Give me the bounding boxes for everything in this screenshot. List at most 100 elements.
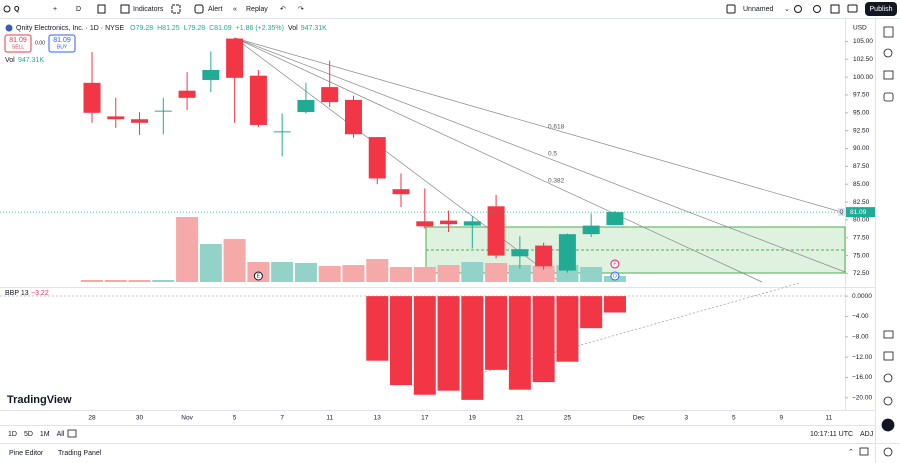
x-tick-label: 19 bbox=[469, 415, 477, 422]
logo[interactable]: TradingView bbox=[7, 394, 72, 406]
timer-icon[interactable] bbox=[883, 373, 893, 383]
panel-tab[interactable]: Trading Panel bbox=[58, 450, 102, 457]
candle-body bbox=[511, 249, 529, 257]
layout-checkbox[interactable] bbox=[726, 4, 736, 14]
trend-line bbox=[484, 282, 801, 373]
layout-name[interactable]: Unnamed bbox=[743, 6, 773, 13]
x-tick-label: 5 bbox=[732, 415, 736, 422]
add-symbol[interactable]: + bbox=[53, 6, 57, 13]
ohlc-value: C81.09 bbox=[209, 25, 232, 32]
chart-type-icon[interactable] bbox=[97, 4, 106, 14]
symbol-title[interactable]: Qnity Electronics, Inc. · 1D · NYSE bbox=[16, 25, 124, 32]
volume-bar bbox=[342, 265, 365, 282]
range-button[interactable]: 5D bbox=[24, 431, 33, 438]
y-tick-label: 82.50 bbox=[853, 199, 870, 206]
sell-button[interactable] bbox=[4, 34, 32, 53]
y-tick-label: 72.50 bbox=[853, 270, 870, 277]
snapshot[interactable] bbox=[847, 4, 858, 13]
layers-icon[interactable] bbox=[883, 70, 894, 80]
x-tick-label: 30 bbox=[136, 415, 144, 422]
event-label[interactable]: F bbox=[613, 261, 616, 267]
event-marker[interactable] bbox=[610, 259, 620, 269]
goto-date[interactable] bbox=[67, 429, 77, 438]
adj[interactable]: ADJ bbox=[860, 431, 873, 438]
bbp-bar bbox=[485, 296, 508, 370]
candle-body bbox=[107, 116, 125, 120]
fullscreen[interactable] bbox=[830, 4, 840, 14]
sell-label[interactable]: SELL bbox=[12, 44, 24, 50]
candle-body bbox=[535, 245, 553, 267]
event-label[interactable]: D bbox=[613, 273, 617, 279]
symbol-search[interactable]: Q bbox=[14, 6, 20, 13]
chat-icon[interactable] bbox=[883, 92, 894, 102]
panel-tab[interactable]: Pine Editor bbox=[9, 450, 44, 457]
publish-button[interactable] bbox=[865, 2, 897, 16]
undo[interactable]: ↶ bbox=[280, 6, 286, 13]
candle-body bbox=[131, 119, 149, 123]
y2-tick-label: 0.0000 bbox=[852, 293, 872, 300]
fan-line bbox=[234, 37, 763, 283]
collapse[interactable]: ⌃ bbox=[848, 448, 854, 456]
x-tick-label: 25 bbox=[564, 415, 572, 422]
apps-icon[interactable] bbox=[881, 418, 895, 432]
bbp-bar bbox=[366, 296, 389, 361]
ohlc-value: +1.86 (+2.35%) bbox=[236, 25, 284, 32]
search-icon[interactable] bbox=[3, 5, 11, 13]
alert-icon[interactable] bbox=[194, 4, 204, 14]
volume-row-label: Vol bbox=[5, 57, 15, 64]
candle-body bbox=[154, 110, 172, 112]
calendar-icon[interactable] bbox=[883, 330, 894, 339]
redo[interactable]: ↷ bbox=[298, 6, 304, 13]
indicators-icon[interactable] bbox=[120, 4, 130, 14]
x-tick-label: Nov bbox=[181, 415, 193, 422]
price-label: 81.09 bbox=[850, 209, 867, 216]
x-tick-label: 21 bbox=[516, 415, 524, 422]
alerts-icon[interactable] bbox=[883, 48, 893, 58]
candle-body bbox=[202, 69, 220, 80]
watchlist-icon[interactable] bbox=[883, 26, 894, 38]
buy-label[interactable]: BUY bbox=[57, 44, 68, 50]
range-button[interactable]: 1D bbox=[8, 431, 17, 438]
replay-button[interactable]: Replay bbox=[246, 6, 268, 13]
interval[interactable]: D bbox=[76, 6, 81, 13]
notify-icon[interactable] bbox=[883, 396, 893, 406]
templates-icon[interactable] bbox=[171, 4, 181, 14]
candle-body bbox=[83, 82, 101, 113]
ohlc-value: H81.25 bbox=[157, 25, 180, 32]
layout-caret[interactable]: ⌄ bbox=[784, 6, 790, 13]
y-tick-label: 102.50 bbox=[853, 56, 873, 63]
y-tick-label: 92.50 bbox=[853, 127, 870, 134]
settings[interactable] bbox=[813, 5, 821, 13]
sell-price[interactable]: 81.09 bbox=[9, 37, 27, 44]
screener-icon[interactable] bbox=[883, 351, 894, 361]
x-tick-label: 11 bbox=[326, 415, 333, 422]
range-button[interactable]: 1M bbox=[40, 431, 50, 438]
y2-tick-label: −16.00 bbox=[852, 374, 872, 381]
buy-button[interactable] bbox=[48, 34, 76, 53]
volume-bar bbox=[580, 267, 603, 282]
range-button[interactable]: All bbox=[57, 431, 65, 438]
currency: USD bbox=[853, 25, 867, 32]
candle-body bbox=[368, 137, 386, 179]
publish-label[interactable]: Publish bbox=[870, 6, 893, 13]
candle-body bbox=[249, 75, 267, 125]
replay-icon[interactable]: « bbox=[233, 6, 237, 13]
buy-price[interactable]: 81.09 bbox=[53, 37, 71, 44]
indicators-button[interactable]: Indicators bbox=[133, 6, 164, 13]
event-marker[interactable] bbox=[610, 271, 620, 281]
y-tick-label: 80.00 bbox=[853, 217, 870, 224]
maximize[interactable] bbox=[859, 447, 869, 456]
y-tick-label: 85.00 bbox=[853, 181, 870, 188]
x-tick-label: 7 bbox=[280, 415, 284, 422]
bbp-bar bbox=[532, 296, 555, 383]
y2-tick-label: −20.00 bbox=[852, 395, 872, 402]
fib-label: 0.382 bbox=[548, 178, 565, 185]
volume-bar bbox=[271, 261, 294, 282]
fib-label: 0.5 bbox=[548, 151, 557, 158]
clock[interactable]: 10:17:11 UTC bbox=[810, 431, 853, 438]
event-marker[interactable] bbox=[253, 271, 263, 281]
help-icon[interactable] bbox=[883, 447, 893, 457]
quick-search[interactable] bbox=[794, 5, 802, 13]
alert-button[interactable]: Alert bbox=[208, 6, 222, 13]
event-label[interactable]: E bbox=[257, 273, 261, 279]
